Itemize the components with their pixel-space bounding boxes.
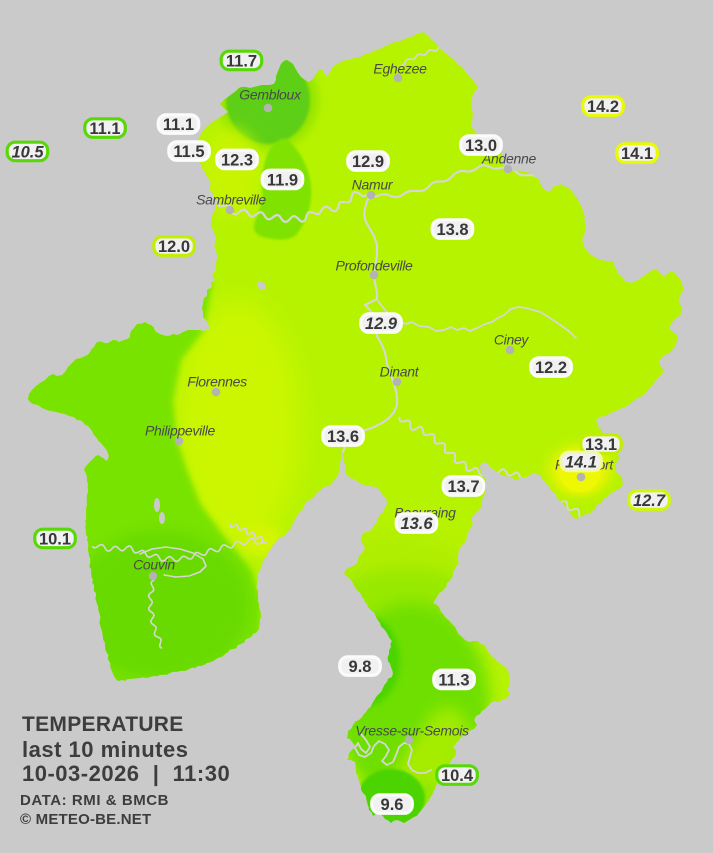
svg-text:Ciney: Ciney — [494, 332, 530, 348]
svg-text:11.7: 11.7 — [226, 53, 257, 71]
svg-text:10.5: 10.5 — [11, 144, 44, 162]
svg-text:Gembloux: Gembloux — [239, 87, 302, 103]
svg-text:9.8: 9.8 — [349, 658, 372, 676]
svg-text:Profondeville: Profondeville — [335, 258, 413, 274]
svg-text:DATA: RMI & BMCB: DATA: RMI & BMCB — [20, 792, 169, 809]
svg-text:TEMPERATURE: TEMPERATURE — [22, 713, 184, 736]
svg-text:11.9: 11.9 — [267, 172, 298, 190]
svg-text:12.3: 12.3 — [221, 152, 253, 170]
svg-text:11.1: 11.1 — [89, 120, 120, 138]
svg-text:12.9: 12.9 — [365, 315, 398, 333]
svg-text:14.1: 14.1 — [621, 145, 653, 163]
svg-text:Namur: Namur — [352, 177, 394, 193]
svg-text:12.0: 12.0 — [158, 238, 190, 256]
svg-text:11.5: 11.5 — [173, 143, 204, 161]
svg-text:12.9: 12.9 — [352, 153, 384, 171]
svg-text:10.4: 10.4 — [441, 767, 474, 785]
svg-text:13.6: 13.6 — [327, 428, 359, 446]
svg-text:Philippeville: Philippeville — [145, 423, 216, 439]
svg-text:11.3: 11.3 — [438, 672, 469, 690]
svg-text:Eghezee: Eghezee — [373, 61, 427, 77]
svg-text:13.6: 13.6 — [400, 515, 433, 533]
svg-text:11.1: 11.1 — [163, 116, 194, 134]
svg-text:10-03-2026 | 11:30: 10-03-2026 | 11:30 — [22, 761, 230, 786]
svg-text:13.8: 13.8 — [436, 221, 468, 239]
svg-text:Dinant: Dinant — [380, 364, 420, 380]
svg-text:12.7: 12.7 — [633, 492, 666, 510]
svg-text:13.1: 13.1 — [585, 436, 617, 454]
svg-text:13.7: 13.7 — [447, 478, 479, 496]
svg-text:last 10 minutes: last 10 minutes — [22, 737, 188, 762]
svg-text:Vresse-sur-Semois: Vresse-sur-Semois — [355, 723, 469, 739]
svg-text:13.0: 13.0 — [465, 137, 497, 155]
svg-text:14.1: 14.1 — [565, 454, 597, 472]
svg-text:© METEO-BE.NET: © METEO-BE.NET — [20, 811, 151, 828]
svg-text:9.6: 9.6 — [381, 796, 404, 814]
svg-text:Couvin: Couvin — [133, 557, 175, 573]
svg-text:10.1: 10.1 — [39, 531, 71, 549]
svg-text:Florennes: Florennes — [187, 374, 247, 390]
svg-text:12.2: 12.2 — [535, 359, 567, 377]
svg-text:Sambreville: Sambreville — [196, 192, 266, 208]
svg-text:14.2: 14.2 — [587, 98, 619, 116]
